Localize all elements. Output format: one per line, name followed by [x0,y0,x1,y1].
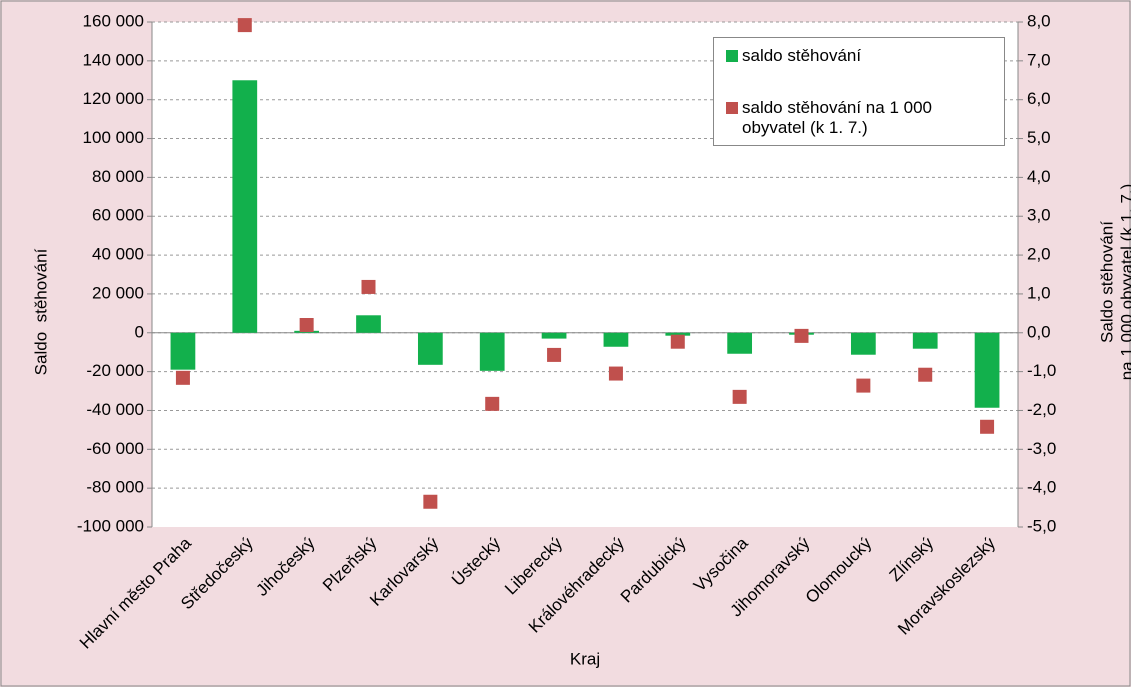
bar [232,80,258,333]
legend-swatch [726,50,738,62]
marker [361,279,376,294]
y-tick-label: -60 000 [86,439,144,458]
y2-tick-label: 8,0 [1027,11,1051,30]
y-tick-label: 60 000 [92,206,144,225]
y2-tick-label: -1,0 [1027,361,1056,380]
bar [603,332,629,347]
y2-tick-label: 0,0 [1027,322,1051,341]
bar [850,332,876,355]
y2-tick-label: -5,0 [1027,516,1056,535]
x-tick-label: Jihočeský [252,533,319,600]
y2-tick-label: -4,0 [1027,478,1056,497]
bar [974,332,1000,408]
bar [665,332,691,336]
marker [918,367,933,382]
marker [670,334,685,349]
marker [175,370,190,385]
y2-axis-title: na 1 000 obyvatel (k 1. 7.) [1117,184,1131,381]
bar [479,332,505,371]
y-tick-label: 100 000 [83,128,144,147]
x-tick-label: Plzeňský [319,533,381,595]
bar [727,332,753,354]
x-tick-label: Zlínský [886,533,938,585]
marker [299,318,314,332]
y2-tick-label: -3,0 [1027,439,1056,458]
marker [732,389,747,404]
y2-tick-label: -2,0 [1027,400,1056,419]
y2-axis-title: Saldo stěhování [1097,221,1116,343]
marker [547,347,562,362]
marker [423,494,438,509]
marker [608,366,623,381]
y-tick-label: 80 000 [92,167,144,186]
y-tick-label: -20 000 [86,361,144,380]
bar [170,332,196,370]
legend-item: saldo stěhování na 1 000 obyvatel (k 1. … [726,98,996,138]
y-tick-label: -100 000 [77,516,144,535]
y2-tick-label: 5,0 [1027,128,1051,147]
y-tick-label: 40 000 [92,245,144,264]
bar [541,332,567,339]
y2-tick-label: 1,0 [1027,283,1051,302]
marker [485,396,500,411]
marker [237,18,252,33]
y-axis-title: Saldo stěhování [31,248,50,375]
y-tick-label: 0 [135,322,144,341]
y-tick-label: -40 000 [86,400,144,419]
legend-label: saldo stěhování na 1 000 obyvatel (k 1. … [742,98,932,137]
marker [856,378,871,393]
y2-tick-label: 4,0 [1027,167,1051,186]
x-tick-label: Liberecký [501,533,566,598]
x-tick-label: Hlavní město Praha [76,533,195,652]
y-tick-label: -80 000 [86,478,144,497]
legend-swatch [726,102,738,114]
x-tick-label: Ústecký [448,533,505,590]
y2-tick-label: 3,0 [1027,206,1051,225]
x-tick-label: Vysočina [690,533,752,595]
bar [912,332,938,349]
y2-tick-label: 6,0 [1027,89,1051,108]
x-tick-label: Pardubický [617,533,690,606]
legend-label: saldo stěhování [742,46,862,65]
bar [356,315,381,333]
x-tick-label: Olomoucký [802,533,876,607]
y2-tick-label: 2,0 [1027,245,1051,264]
y-tick-label: 140 000 [83,50,144,69]
legend-item: saldo stěhování [726,46,996,66]
y-tick-label: 160 000 [83,11,144,30]
bar [417,332,443,365]
y-tick-label: 120 000 [83,89,144,108]
marker [794,328,809,343]
y2-tick-label: 7,0 [1027,50,1051,69]
y-tick-label: 20 000 [92,283,144,302]
legend: saldo stěhování saldo stěhování na 1 000 … [713,37,1005,146]
marker [980,419,995,434]
x-axis-title: Kraj [570,649,600,668]
